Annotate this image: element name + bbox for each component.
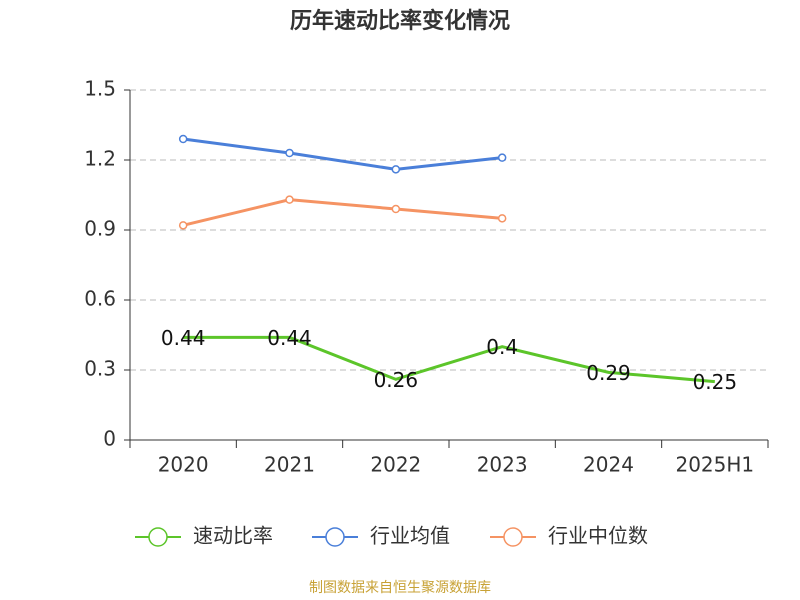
data-label: 0.4 [486, 335, 518, 359]
data-label: 0.25 [693, 370, 738, 394]
point [497, 214, 507, 223]
x-tick-label: 2025H1 [675, 453, 754, 477]
y-tick-label: 0 [103, 427, 116, 451]
chart-title: 历年速动比率变化情况 [290, 8, 510, 34]
point [497, 153, 507, 162]
data-label: 0.44 [267, 326, 312, 350]
legend-marker [503, 527, 523, 547]
legend-label: 行业中位数 [548, 524, 648, 548]
series-line [183, 335, 715, 384]
x-tick-label: 2020 [158, 453, 209, 477]
point [391, 165, 401, 174]
x-tick-label: 2022 [370, 453, 421, 477]
data-label: 0.29 [586, 361, 631, 385]
data-label: 0.44 [161, 326, 206, 350]
point [178, 221, 188, 230]
x-tick-label: 2024 [583, 453, 634, 477]
data-label: 0.26 [374, 368, 419, 392]
point [178, 134, 188, 144]
point [285, 148, 294, 158]
y-tick-label: 0.6 [84, 287, 116, 311]
y-tick-label: 0.3 [84, 357, 116, 381]
legend-marker [148, 527, 168, 547]
point [285, 195, 294, 204]
y-tick-label: 0.9 [84, 217, 116, 241]
source-note: 制图数据来自恒生聚源数据库 [309, 580, 491, 596]
x-tick-label: 2023 [477, 453, 528, 477]
series-line [182, 137, 503, 171]
legend-label: 行业均值 [370, 524, 450, 548]
point [391, 204, 401, 214]
series-line [182, 198, 503, 227]
legend-marker [325, 527, 345, 547]
y-tick-label: 1.2 [84, 147, 116, 171]
legend-label: 速动比率 [193, 524, 273, 548]
x-tick-label: 2021 [264, 453, 315, 477]
y-tick-label: 1.5 [84, 77, 116, 101]
